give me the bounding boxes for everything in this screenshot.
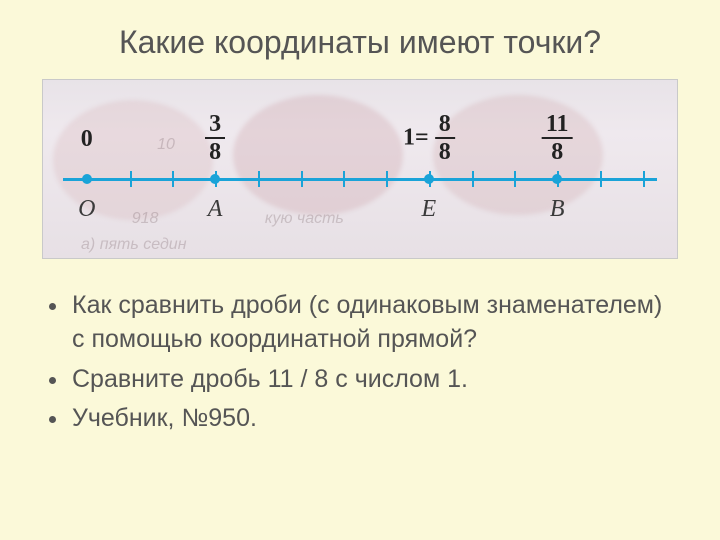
tick bbox=[172, 171, 174, 187]
point-dot bbox=[424, 174, 434, 184]
tick bbox=[600, 171, 602, 187]
origin-dot bbox=[82, 174, 92, 184]
value-label: 0 bbox=[81, 126, 93, 153]
fraction-numerator: 8 bbox=[435, 112, 455, 139]
bullet-item: Как сравнить дроби (с одинаковым знамена… bbox=[70, 289, 678, 357]
background-ghost-text: 10 bbox=[157, 136, 175, 154]
tick bbox=[643, 171, 645, 187]
point-dot bbox=[552, 174, 562, 184]
point-dot bbox=[210, 174, 220, 184]
value-label: 118 bbox=[542, 112, 573, 164]
fraction-denominator: 8 bbox=[542, 139, 573, 164]
background-ghost-text: кую часть bbox=[265, 210, 344, 228]
fraction-numerator: 11 bbox=[542, 112, 573, 139]
tick bbox=[386, 171, 388, 187]
bullet-item: Сравните дробь 11 / 8 с числом 1. bbox=[70, 363, 678, 397]
number-line-figure: 10 918 кую часть а) пять седин 0381= 88118 … bbox=[42, 79, 678, 259]
fraction: 118 bbox=[542, 112, 573, 164]
bg-blob bbox=[233, 95, 403, 215]
fraction-numerator: 3 bbox=[205, 112, 225, 139]
tick bbox=[130, 171, 132, 187]
point-label: O bbox=[78, 196, 95, 223]
point-label: A bbox=[208, 196, 223, 223]
number-line: 0381= 88118 OAEB bbox=[63, 178, 657, 182]
tick bbox=[258, 171, 260, 187]
bg-blob bbox=[53, 100, 213, 220]
tick bbox=[514, 171, 516, 187]
background-ghost-text: 918 bbox=[132, 210, 159, 228]
background-ghost-text: а) пять седин bbox=[81, 236, 186, 254]
label-prefix: 1= bbox=[403, 125, 435, 151]
fraction-denominator: 8 bbox=[205, 139, 225, 164]
fraction: 38 bbox=[205, 112, 225, 164]
fraction-denominator: 8 bbox=[435, 139, 455, 164]
tick bbox=[472, 171, 474, 187]
page-title: Какие координаты имеют точки? bbox=[42, 24, 678, 61]
bullet-item: Учебник, №950. bbox=[70, 402, 678, 436]
axis-line bbox=[63, 178, 657, 181]
bg-blob bbox=[433, 95, 603, 215]
slide: Какие координаты имеют точки? 10 918 кую ч… bbox=[0, 0, 720, 540]
fraction: 88 bbox=[435, 112, 455, 164]
tick bbox=[343, 171, 345, 187]
bullet-list: Как сравнить дроби (с одинаковым знамена… bbox=[42, 289, 678, 436]
value-label: 38 bbox=[205, 112, 225, 164]
point-label: E bbox=[422, 196, 437, 223]
value-label: 1= 88 bbox=[403, 112, 455, 164]
point-label: B bbox=[550, 196, 565, 223]
tick bbox=[301, 171, 303, 187]
